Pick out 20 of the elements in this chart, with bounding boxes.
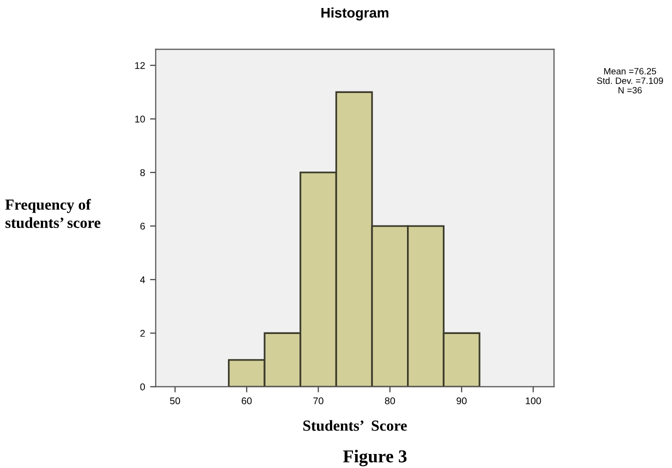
x-tick-label: 90 bbox=[456, 397, 467, 404]
y-tick-label: 0 bbox=[140, 383, 145, 390]
y-tick-label: 6 bbox=[140, 222, 145, 230]
text: N =36 bbox=[618, 87, 642, 94]
y-tick-label: 12 bbox=[135, 62, 145, 69]
x-tick-label: 50 bbox=[170, 397, 180, 404]
chart-title: Histogram bbox=[321, 7, 388, 21]
caption: Figure 3 bbox=[343, 450, 407, 466]
y-tick-label: 4 bbox=[140, 276, 145, 284]
x-tick-label: 70 bbox=[313, 397, 324, 404]
x-tick-label: 80 bbox=[384, 397, 395, 404]
y-tick-label: 2 bbox=[140, 330, 145, 337]
y-tick-label: 8 bbox=[140, 169, 145, 176]
x-tick-label: 100 bbox=[526, 397, 541, 404]
x-axis-title: Students’ Score bbox=[303, 420, 407, 431]
text: Mean =76.25 bbox=[604, 68, 656, 74]
y-tick-label: 10 bbox=[135, 116, 145, 123]
y-axis-title: Frequency of students’ score bbox=[5, 198, 100, 228]
text: Std. Dev. =7.109 bbox=[596, 77, 663, 84]
x-tick-label: 60 bbox=[242, 397, 252, 404]
